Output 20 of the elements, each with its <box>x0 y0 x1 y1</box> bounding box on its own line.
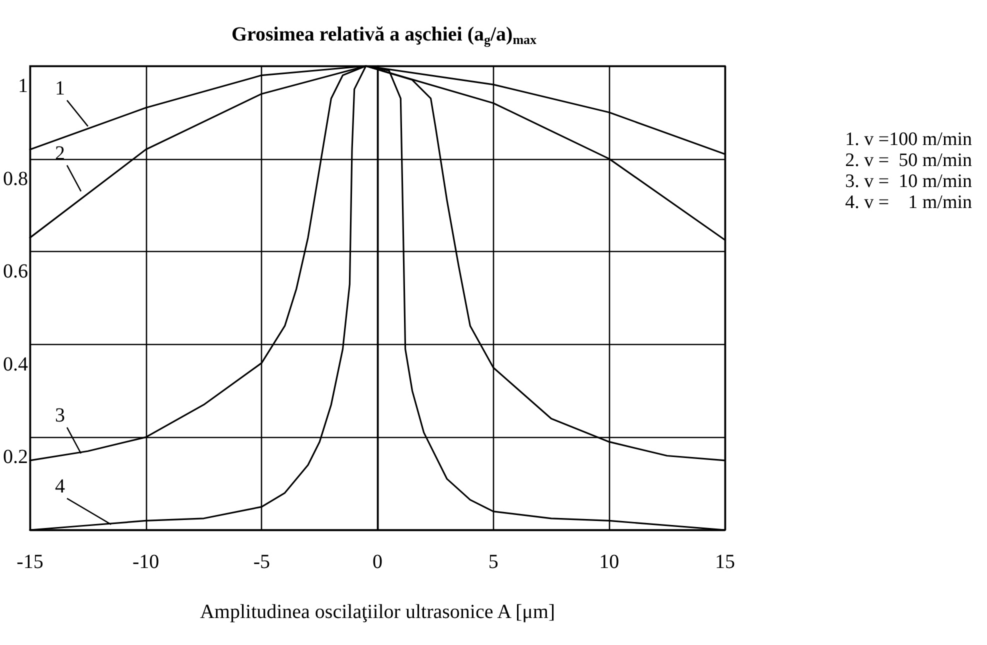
annotation: 3 <box>55 404 65 426</box>
y-tick-label: 0.8 <box>3 168 28 190</box>
x-tick-label: 0 <box>372 551 382 573</box>
x-tick-label: 15 <box>715 551 735 573</box>
annotation: 1 <box>55 77 65 100</box>
y-tick-label: 0.4 <box>3 353 28 376</box>
y-tick-label: 0.6 <box>3 260 28 283</box>
annotation: 4 <box>55 475 65 498</box>
x-tick-label: 5 <box>488 551 498 573</box>
y-tick-label: 0.2 <box>3 446 28 468</box>
x-axis-title: Amplitudinea oscilaţiilor ultrasonice A [μm] <box>200 601 556 623</box>
text: 1. v =100 m/min <box>845 129 972 150</box>
text: 4. v = 1 m/min <box>845 192 972 213</box>
text: 3. v = 10 m/min <box>845 171 972 192</box>
y-tick-label: 1 <box>18 75 28 97</box>
x-tick-label: 10 <box>599 551 620 573</box>
text: 2. v = 50 m/min <box>845 150 972 171</box>
x-tick-label: -15 <box>16 551 44 573</box>
x-tick-label: -10 <box>132 551 160 573</box>
x-tick-label: -5 <box>253 551 270 573</box>
